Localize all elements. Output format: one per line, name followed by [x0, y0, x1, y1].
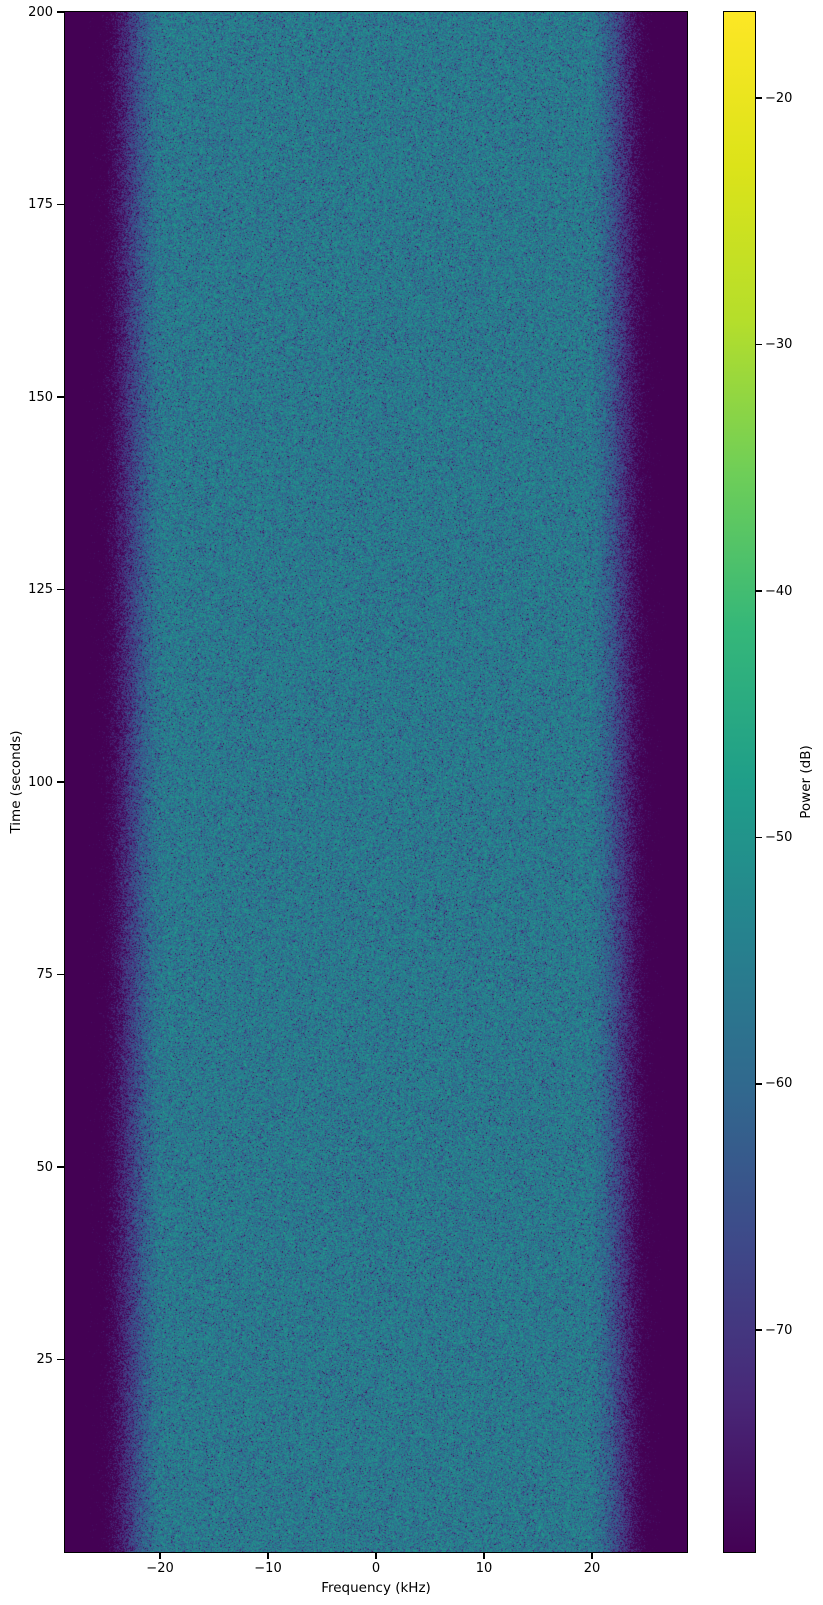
colorbar-tick-label: −50: [765, 829, 793, 845]
y-tick-mark: [57, 973, 64, 976]
x-axis-label: Frequency (kHz): [321, 1580, 431, 1596]
colorbar-tick-label: −60: [765, 1076, 793, 1092]
y-tick-label: 150: [28, 389, 53, 405]
y-tick-mark: [57, 11, 64, 13]
colorbar-gradient: [724, 12, 755, 1552]
x-tick-label: 0: [371, 1561, 381, 1576]
x-tick-mark: [375, 1553, 377, 1559]
colorbar-tick-mark: [756, 1329, 762, 1331]
y-tick-label: 100: [28, 774, 53, 790]
colorbar-tick-label: −30: [765, 337, 793, 353]
colorbar-tick-label: −70: [765, 1322, 793, 1338]
colorbar-tick-mark: [756, 97, 762, 99]
x-tick-mark: [591, 1553, 593, 1559]
colorbar: [723, 11, 756, 1553]
x-tick-label: −10: [254, 1561, 282, 1576]
x-tick-label: 20: [583, 1561, 601, 1576]
y-tick-mark: [57, 1358, 64, 1361]
y-tick-mark: [57, 203, 64, 206]
x-tick-mark: [159, 1553, 161, 1559]
y-tick-mark: [57, 588, 64, 591]
plot-area: [64, 11, 688, 1553]
x-tick-mark: [267, 1553, 269, 1559]
y-tick-mark: [57, 781, 64, 783]
colorbar-label: Power (dB): [798, 745, 814, 819]
colorbar-tick-mark: [756, 590, 762, 592]
y-tick-label: 200: [28, 4, 53, 20]
y-tick-label: 50: [36, 1159, 53, 1175]
colorbar-tick-mark: [756, 836, 762, 839]
y-tick-label: 25: [36, 1352, 53, 1367]
colorbar-tick-label: −40: [765, 583, 793, 599]
y-tick-label: 175: [28, 197, 53, 212]
spectrogram-heatmap: [65, 12, 687, 1552]
colorbar-tick-label: −20: [765, 90, 793, 106]
y-tick-label: 75: [36, 967, 53, 982]
x-tick-label: 10: [475, 1561, 493, 1576]
colorbar-tick-mark: [756, 1083, 762, 1085]
colorbar-tick-mark: [756, 343, 762, 346]
y-tick-label: 125: [28, 582, 53, 597]
y-tick-mark: [57, 396, 64, 398]
x-tick-label: −20: [146, 1561, 174, 1576]
x-tick-mark: [483, 1553, 485, 1559]
y-tick-mark: [57, 1166, 64, 1168]
